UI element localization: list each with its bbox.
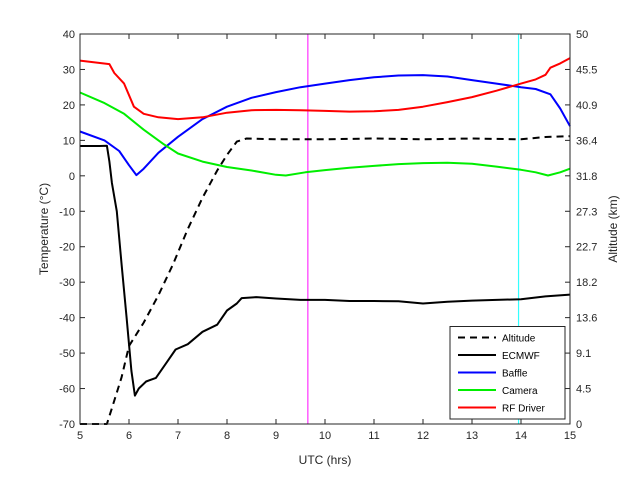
x-tick-label: 15 xyxy=(564,430,576,442)
x-tick-label: 13 xyxy=(466,430,478,442)
y-left-tick-label: -30 xyxy=(59,277,75,289)
x-tick-label: 7 xyxy=(175,430,181,442)
y-axis-right: 50 45.5 40.9 36.4 31.8 27.3 22.7 18.2 13.6 9.1 4.5… xyxy=(565,29,597,431)
y-left-tick-label: 0 xyxy=(69,171,75,183)
y-left-tick-label: -70 xyxy=(59,419,75,431)
y-right-tick-label: 0 xyxy=(576,419,582,431)
y-right-tick-label: 45.5 xyxy=(576,64,597,76)
series-layer xyxy=(79,57,571,425)
y-left-tick-label: 20 xyxy=(63,100,75,112)
y-right-tick-label: 31.8 xyxy=(576,171,597,183)
y-right-tick-label: 50 xyxy=(576,29,588,41)
series-line-camera xyxy=(79,91,571,177)
y-left-tick-label: -10 xyxy=(59,206,75,218)
legend-label: ECMWF xyxy=(502,351,540,362)
series-line-rf-driver xyxy=(79,57,571,121)
y-right-tick-label: 36.4 xyxy=(576,135,597,147)
y-right-tick-label: 9.1 xyxy=(576,348,591,360)
x-tick-label: 5 xyxy=(77,430,83,442)
y-left-tick-label: -20 xyxy=(59,242,75,254)
y-axis-right-label: Altitude (km) xyxy=(606,195,620,262)
y-axis-left: 40 30 20 10 0 -10 -20 -30 -40 -50 -60 -70 xyxy=(59,29,85,431)
series-line-ecmwf xyxy=(80,144,571,397)
y-right-tick-label: 22.7 xyxy=(576,242,597,254)
x-tick-label: 12 xyxy=(417,430,429,442)
y-right-tick-label: 27.3 xyxy=(576,206,597,218)
x-tick-label: 8 xyxy=(224,430,230,442)
x-tick-label: 10 xyxy=(319,430,331,442)
y-left-tick-label: 40 xyxy=(63,29,75,41)
y-right-tick-label: 4.5 xyxy=(576,384,591,396)
x-axis: 5 6 7 8 9 10 11 12 13 14 15 xyxy=(77,34,576,442)
y-left-tick-label: -50 xyxy=(59,348,75,360)
legend-label: Altitude xyxy=(502,334,536,345)
legend-label: Camera xyxy=(502,386,538,397)
x-tick-label: 9 xyxy=(273,430,279,442)
x-tick-label: 6 xyxy=(126,430,132,442)
series-line-baffle xyxy=(79,74,571,177)
legend: Altitude ECMWF Baffle Camera RF Driver xyxy=(449,326,566,420)
y-right-tick-label: 18.2 xyxy=(576,277,597,289)
y-left-tick-label: -60 xyxy=(59,384,75,396)
y-left-tick-label: -40 xyxy=(59,313,75,325)
series-line-altitude xyxy=(80,135,571,425)
x-axis-label: UTC (hrs) xyxy=(299,453,352,467)
y-right-tick-label: 40.9 xyxy=(576,100,597,112)
legend-label: RF Driver xyxy=(502,404,545,415)
y-axis-left-label: Temperature (°C) xyxy=(37,183,51,275)
x-tick-label: 11 xyxy=(368,430,379,442)
y-left-tick-label: 10 xyxy=(63,135,75,147)
x-tick-label: 14 xyxy=(515,430,527,442)
legend-label: Baffle xyxy=(502,369,528,380)
y-right-tick-label: 13.6 xyxy=(576,313,597,325)
y-left-tick-label: 30 xyxy=(63,64,75,76)
